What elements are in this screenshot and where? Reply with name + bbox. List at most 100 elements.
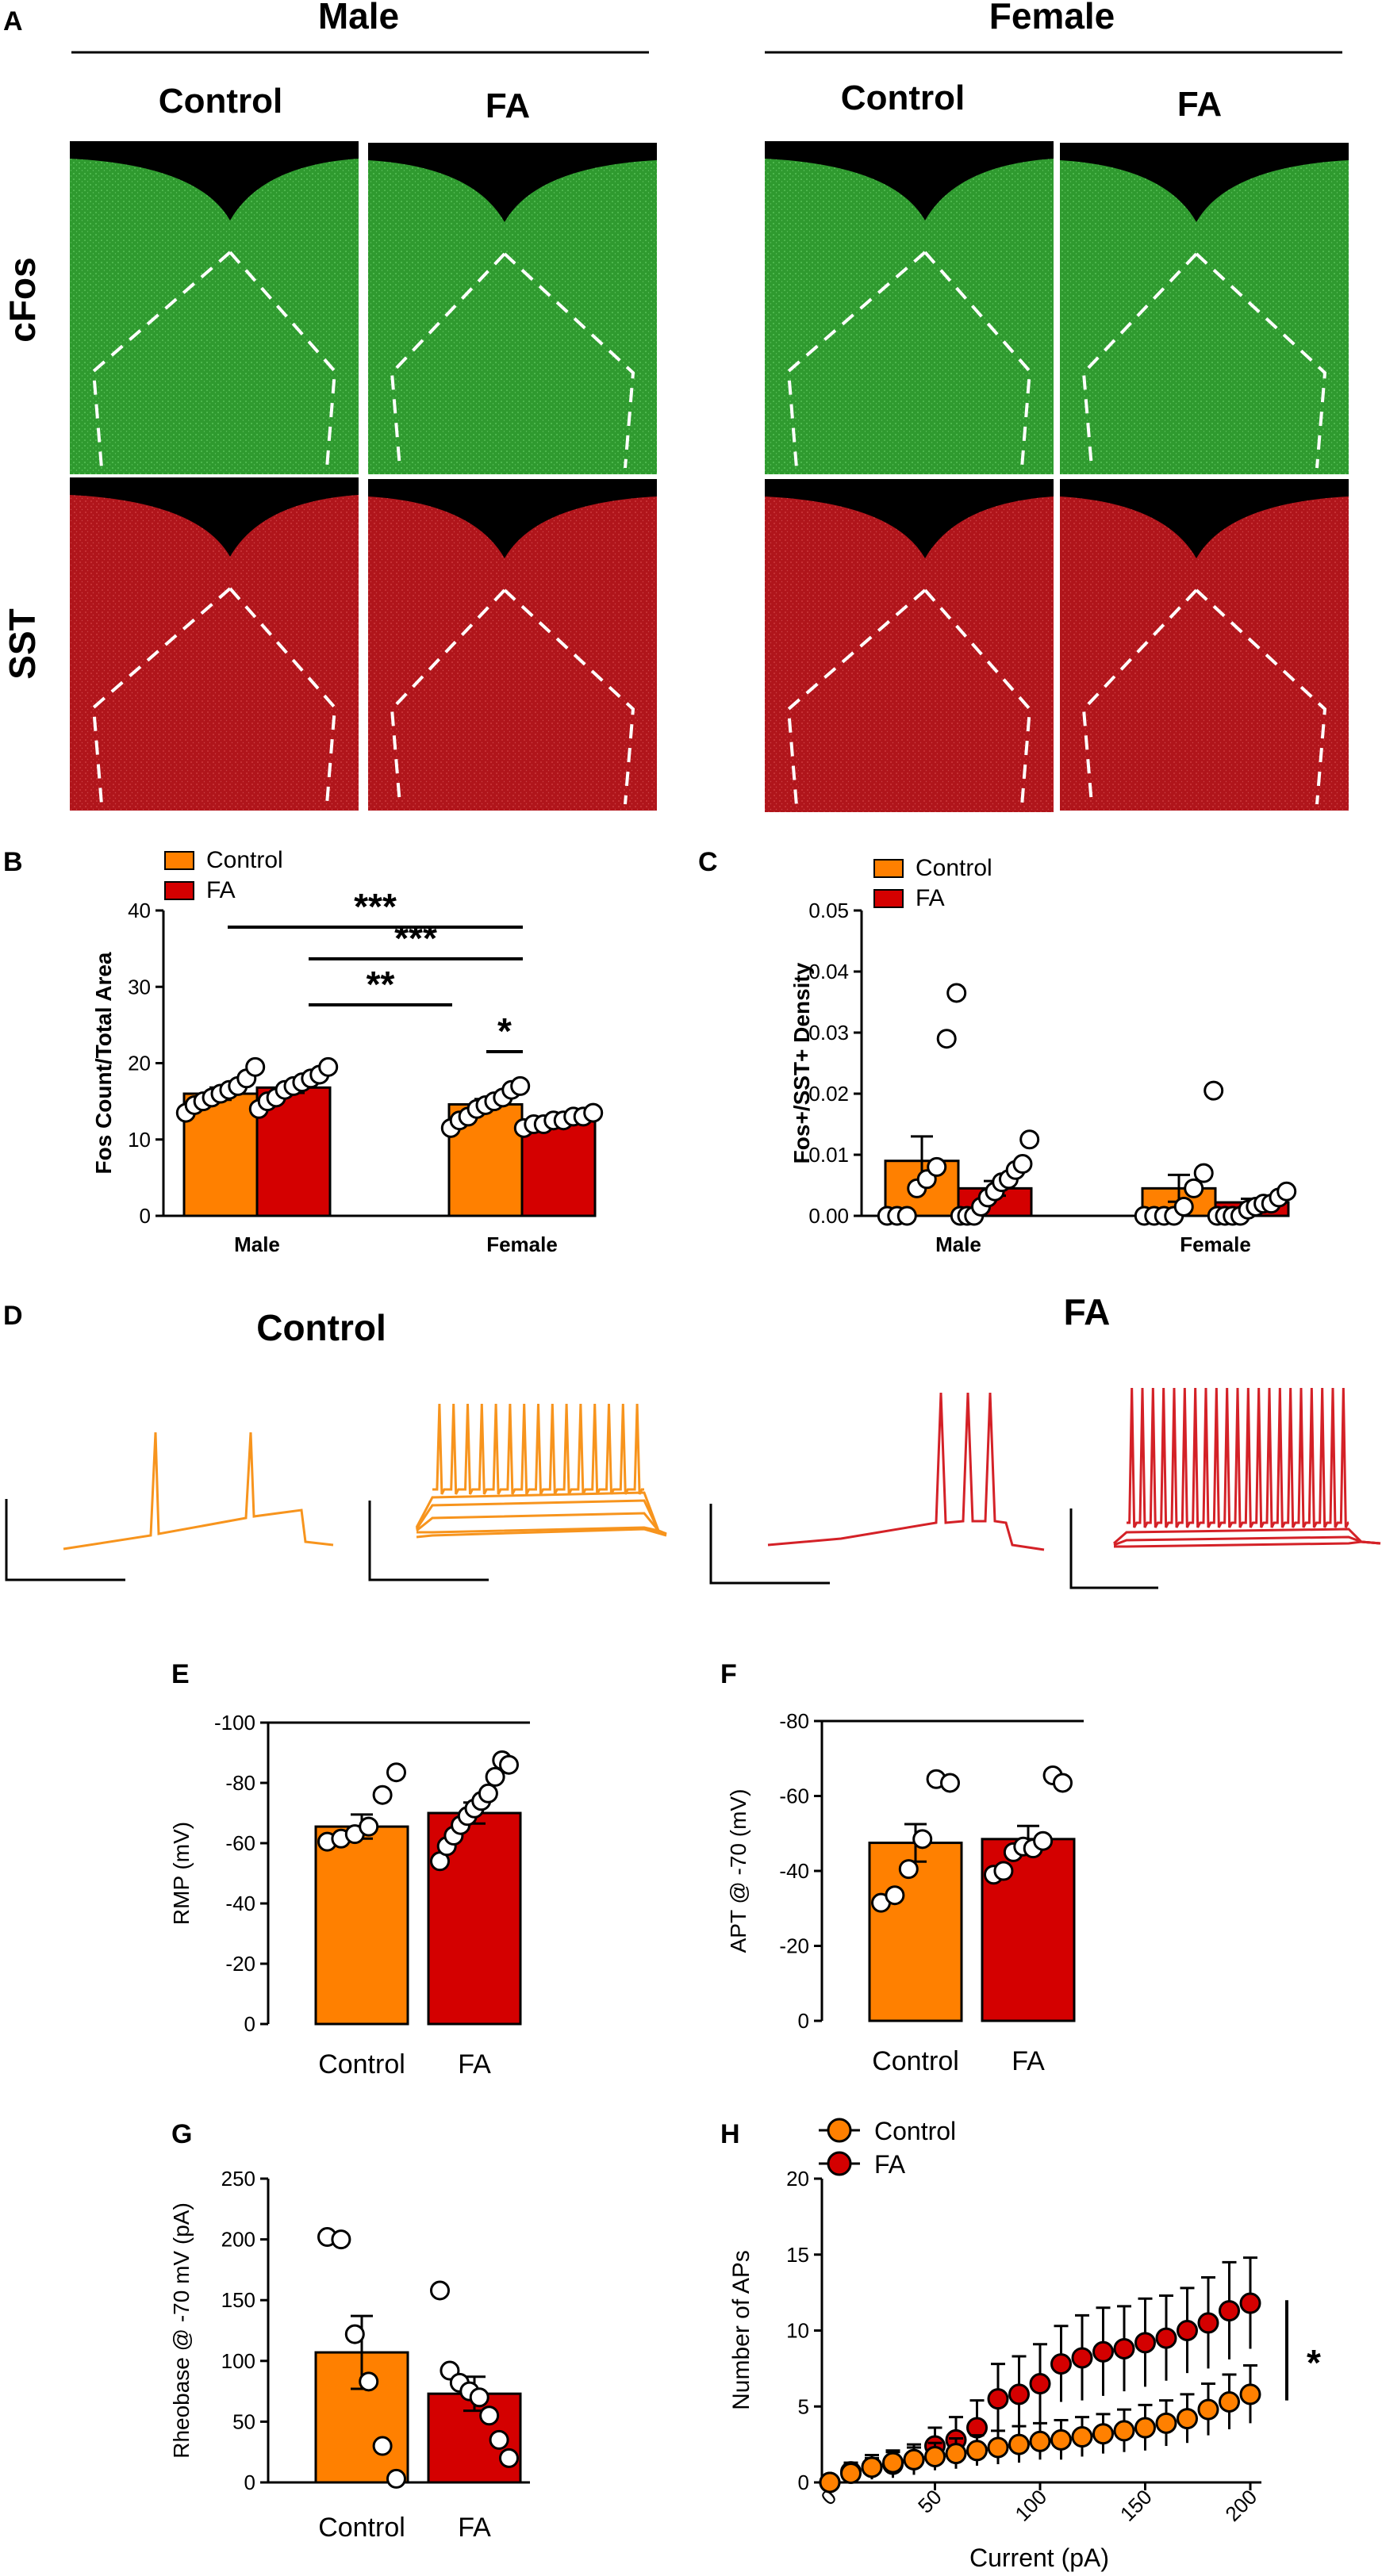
trace-control-spikes <box>432 1403 644 1495</box>
data-point-fa <box>1197 2312 1219 2334</box>
x-tick-label: FA <box>458 2049 491 2080</box>
y-tick-label: 5 <box>798 2394 809 2418</box>
data-point <box>499 1754 519 1775</box>
legend-swatch-fa <box>873 889 904 908</box>
data-point <box>912 1829 933 1850</box>
panel-letter-a: A <box>3 6 23 36</box>
data-point <box>386 2468 406 2489</box>
data-point <box>1012 1154 1033 1175</box>
bar-fa-female <box>520 1119 597 1217</box>
y-tick-label: 0 <box>244 2471 255 2494</box>
x-tick-label: 100 <box>1010 2485 1051 2526</box>
micrograph-cfos-3 <box>1060 143 1349 474</box>
data-point <box>946 983 967 1003</box>
legend-label: FA <box>206 877 236 903</box>
data-point-control <box>819 2471 841 2494</box>
micrograph-cfos-2 <box>765 141 1054 474</box>
legend-label: Control <box>916 855 992 881</box>
sex-header-male: Male <box>318 0 399 36</box>
scale-bar <box>368 1501 489 1581</box>
x-tick-label: Male <box>935 1232 981 1256</box>
rheobase-chart: 0 50 100 150 200 250 Rheobase @ -70 mV (pA) Con… <box>169 2167 530 2543</box>
data-point-fa <box>1155 2327 1177 2349</box>
y-tick-label: 50 <box>232 2409 255 2433</box>
voltage-traces <box>5 1387 1381 1589</box>
y-axis-title: Number of APs <box>728 2250 754 2410</box>
y-tick-label: 10 <box>786 2319 809 2343</box>
panel-a: A Male Female Control FA Control FA cFos… <box>2 0 1349 812</box>
x-tick-label: FA <box>1012 2046 1045 2076</box>
data-point-control <box>1134 2417 1156 2439</box>
data-point-control <box>987 2436 1009 2459</box>
data-point <box>583 1102 604 1123</box>
data-point <box>485 1766 505 1787</box>
data-point-control <box>924 2445 946 2467</box>
group-header-male-control: Control <box>159 82 282 121</box>
roi-outline <box>786 588 1032 807</box>
trace-control-step <box>415 1491 667 1535</box>
panel-f: F 0 -20 -40 -60 -80 APT @ -70 (mV) Control FA <box>720 1659 1084 2076</box>
data-point <box>1184 1178 1204 1198</box>
x-tick-label: Female <box>486 1232 558 1256</box>
y-tick-label: 150 <box>221 2288 255 2312</box>
data-point <box>1033 1830 1054 1851</box>
trace-control-single <box>63 1432 334 1551</box>
tissue-notch <box>70 141 359 220</box>
x-tick-label: Male <box>234 1232 280 1256</box>
data-point <box>479 2405 500 2426</box>
legend-label: FA <box>874 2150 906 2179</box>
data-point-control <box>1050 2428 1072 2451</box>
panel-g: G 0 50 100 150 200 250 Rheobase @ -70 mV (pA) C… <box>169 2119 530 2543</box>
y-tick-label: 0 <box>140 1204 151 1228</box>
y-axis-title: Fos+/SST+ Density <box>789 962 814 1163</box>
y-axis-title: Fos Count/Total Area <box>91 952 116 1174</box>
data-point-fa <box>1071 2347 1093 2369</box>
data-point-fa <box>1092 2340 1114 2363</box>
fos-sst-density-chart: 0.00 0.01 0.02 0.03 0.04 0.05 Fos+/SST+ Densit… <box>789 855 1297 1256</box>
y-tick-label: 10 <box>128 1128 151 1152</box>
roi-outline <box>1081 252 1327 469</box>
data-point-control <box>1177 2408 1198 2430</box>
data-point <box>386 1762 406 1783</box>
group-header-male-fa: FA <box>486 86 530 125</box>
y-tick-label: 0 <box>798 2471 809 2494</box>
data-point <box>896 1206 917 1226</box>
micrograph-cfos-1 <box>368 143 657 474</box>
data-point <box>489 2429 509 2450</box>
data-point-control <box>1008 2433 1030 2455</box>
data-point <box>245 1056 266 1077</box>
x-tick-label: 50 <box>913 2485 946 2518</box>
x-tick-label: 200 <box>1220 2485 1261 2526</box>
data-point-control <box>945 2443 967 2465</box>
y-axis-title: Rheobase @ -70 mV (pA) <box>169 2202 194 2459</box>
data-point-control <box>1113 2420 1135 2442</box>
panel-d: D Control FA <box>3 1291 1381 1589</box>
x-tick-label: Female <box>1180 1232 1251 1256</box>
data-point-fa <box>1113 2337 1135 2359</box>
legend-marker-fa <box>827 2151 852 2176</box>
y-tick-label: -80 <box>225 1771 255 1795</box>
data-point <box>430 2280 450 2301</box>
scale-bar <box>5 1499 125 1581</box>
data-point <box>499 2448 519 2468</box>
legend-swatch-control <box>873 859 904 878</box>
data-point-fa <box>1029 2373 1051 2395</box>
micrograph-sst-7 <box>1060 479 1349 811</box>
trace-fa-step <box>1113 1528 1381 1545</box>
tissue-notch <box>765 479 1054 558</box>
panel-letter-d: D <box>3 1301 23 1331</box>
data-point-fa <box>1177 2320 1198 2341</box>
group-header-female-control: Control <box>841 79 965 117</box>
data-point <box>1203 1080 1224 1101</box>
micrograph-cfos-0 <box>70 141 359 474</box>
y-tick-label: 0.03 <box>808 1021 849 1045</box>
data-point-control <box>1155 2412 1177 2434</box>
data-point <box>359 1816 379 1837</box>
y-tick-label: -60 <box>779 1784 809 1808</box>
apt-chart: 0 -20 -40 -60 -80 APT @ -70 (mV) Control FA <box>726 1709 1084 2076</box>
y-tick-label: -20 <box>225 1952 255 1976</box>
data-point <box>1019 1129 1040 1150</box>
sex-header-female: Female <box>989 0 1115 36</box>
